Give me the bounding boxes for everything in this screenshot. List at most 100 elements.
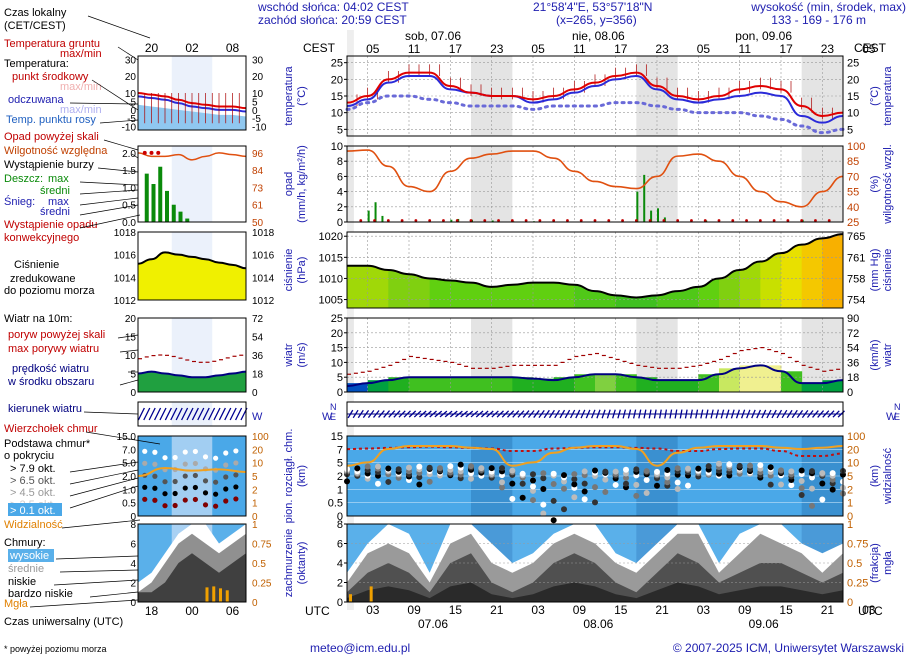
chm-ytick-left: 1 bbox=[337, 484, 343, 496]
legend-okt01: > 0.1 okt. bbox=[10, 505, 56, 517]
cis-side-label-right: (mm Hg) ciśnienie bbox=[869, 249, 894, 292]
wind-arrow bbox=[512, 410, 520, 418]
legend-vis-ytick: 5 bbox=[252, 472, 258, 483]
bottom-hour-tick: 15 bbox=[449, 603, 463, 617]
wind-arrow bbox=[569, 409, 576, 419]
wind-ytick-kmh: 72 bbox=[847, 328, 859, 340]
wind-arrow bbox=[817, 410, 825, 418]
legend-label: max/min bbox=[60, 81, 102, 93]
wind-speed-fill bbox=[677, 380, 699, 392]
cloud-base-dot bbox=[674, 465, 681, 472]
legend-cloud-dot bbox=[223, 486, 229, 492]
legend-wind-frame bbox=[137, 317, 247, 393]
top-day-label: sob, 07.06 bbox=[405, 29, 461, 43]
cloud-base-dot bbox=[530, 471, 536, 478]
legend-label: > 4.5 okt. bbox=[10, 487, 56, 499]
cloud-base-dot bbox=[612, 481, 619, 488]
legend-wind-arrow bbox=[148, 407, 156, 421]
wind-speed-fill bbox=[657, 380, 679, 392]
chm-ytick-right: 10 bbox=[847, 458, 859, 470]
compass-w-left: W bbox=[322, 411, 333, 423]
pressure-fill bbox=[822, 234, 844, 308]
chm-ytick-right: 20 bbox=[847, 444, 859, 456]
top-hour-tick: 05 bbox=[862, 42, 876, 56]
legend-zach-ytick: 6 bbox=[130, 540, 136, 551]
cloud-base-dot bbox=[602, 468, 609, 475]
wind-speed-fill bbox=[450, 377, 472, 392]
wind-speed-fill bbox=[409, 377, 431, 392]
legend-fog-bar bbox=[219, 588, 222, 602]
legend-label: Mgła bbox=[4, 598, 29, 610]
wind-ytick-left: 15 bbox=[331, 343, 343, 355]
legend-ytick-left: 5 bbox=[130, 97, 136, 108]
cloud-base-dot bbox=[654, 482, 660, 489]
cloud-base-dot bbox=[416, 481, 423, 488]
height-label: wysokość (min, środek, max) bbox=[750, 0, 906, 14]
legend-wind-arrow bbox=[164, 407, 172, 421]
cloud-base-dot bbox=[809, 502, 815, 509]
cis-frame bbox=[346, 231, 844, 309]
wind-speed-fill bbox=[533, 378, 555, 392]
chm-ytick-right: 0 bbox=[847, 511, 853, 523]
wind-arrow bbox=[372, 410, 380, 418]
legend-fog-bar bbox=[205, 587, 209, 602]
temp-ytick-right: 25 bbox=[847, 58, 859, 70]
wind-arrow bbox=[517, 410, 525, 418]
wind-arrow bbox=[710, 409, 714, 419]
wind-ytick-kmh: 36 bbox=[847, 357, 859, 369]
wind-arrow bbox=[388, 410, 396, 418]
cloud-base-dot bbox=[747, 462, 753, 469]
temp-ytick-left: 5 bbox=[337, 124, 343, 136]
wind-arrow bbox=[564, 409, 571, 419]
wind-arrow bbox=[740, 409, 746, 419]
wind-arrow bbox=[659, 409, 662, 419]
legend-cloud-dot bbox=[182, 461, 188, 467]
legend-opad-ytick: 1.5 bbox=[122, 166, 136, 177]
legend-label: Ciśnienie bbox=[14, 259, 59, 271]
legend-vis-ytick: 0 bbox=[252, 512, 258, 523]
cloud-base-dot bbox=[519, 494, 526, 501]
convective-dot bbox=[483, 219, 487, 222]
legend-cloud-dot bbox=[192, 460, 198, 467]
cloud-base-dot bbox=[705, 463, 712, 470]
convective-dot bbox=[827, 219, 831, 222]
pressure-ytick-mmhg: 754 bbox=[847, 295, 865, 307]
wind-arrow bbox=[617, 409, 621, 419]
legend-cloud-dot bbox=[223, 498, 229, 504]
opad-side-label-right: (%) wilgotność wzgl. bbox=[869, 144, 894, 224]
email-link[interactable]: meteo@icm.edu.pl bbox=[310, 641, 410, 655]
cloud-base-dot bbox=[809, 485, 815, 492]
wind-arrow bbox=[801, 410, 809, 418]
wind-arrow bbox=[449, 410, 458, 418]
legend-label: max bbox=[48, 173, 69, 185]
legend-wind-fill bbox=[138, 371, 246, 392]
temp-ytick-left: 25 bbox=[331, 58, 343, 70]
wind-arrow bbox=[367, 410, 375, 418]
wind-speed-fill bbox=[615, 374, 637, 392]
temp-ytick-right: 15 bbox=[847, 91, 859, 103]
legend-ytick-left: 30 bbox=[125, 55, 137, 66]
cloud-base-dot bbox=[592, 467, 598, 474]
legend-leader-line bbox=[61, 519, 141, 529]
cloud-base-dot bbox=[767, 464, 774, 471]
legend-cloud-dot bbox=[233, 472, 239, 478]
cloud-base-dot bbox=[509, 495, 516, 502]
wind-arrow bbox=[822, 410, 830, 418]
cloud-base-dot bbox=[643, 476, 650, 483]
pressure-fill bbox=[677, 286, 699, 308]
legend-label: Wilgotność względna bbox=[4, 145, 108, 157]
cloud-base-dot bbox=[550, 497, 557, 504]
legend-leader-line bbox=[91, 79, 139, 111]
opad-ytick-left: 2 bbox=[337, 202, 343, 214]
legend-fog-ytick: 1 bbox=[252, 520, 258, 531]
top-hour-tick: 17 bbox=[614, 42, 628, 56]
cloud-base-dot bbox=[798, 485, 805, 492]
temp-side-label: temperatura (°C) bbox=[283, 65, 308, 125]
legend-wysokie: wysokie bbox=[9, 550, 49, 562]
top-hour-tick: 17 bbox=[449, 42, 463, 56]
cloud-base-dot bbox=[633, 492, 640, 499]
convective-dot bbox=[373, 219, 376, 222]
legend-cloud-dot bbox=[233, 460, 239, 466]
legend-leader-line bbox=[55, 555, 139, 560]
wind-arrow bbox=[627, 409, 632, 419]
